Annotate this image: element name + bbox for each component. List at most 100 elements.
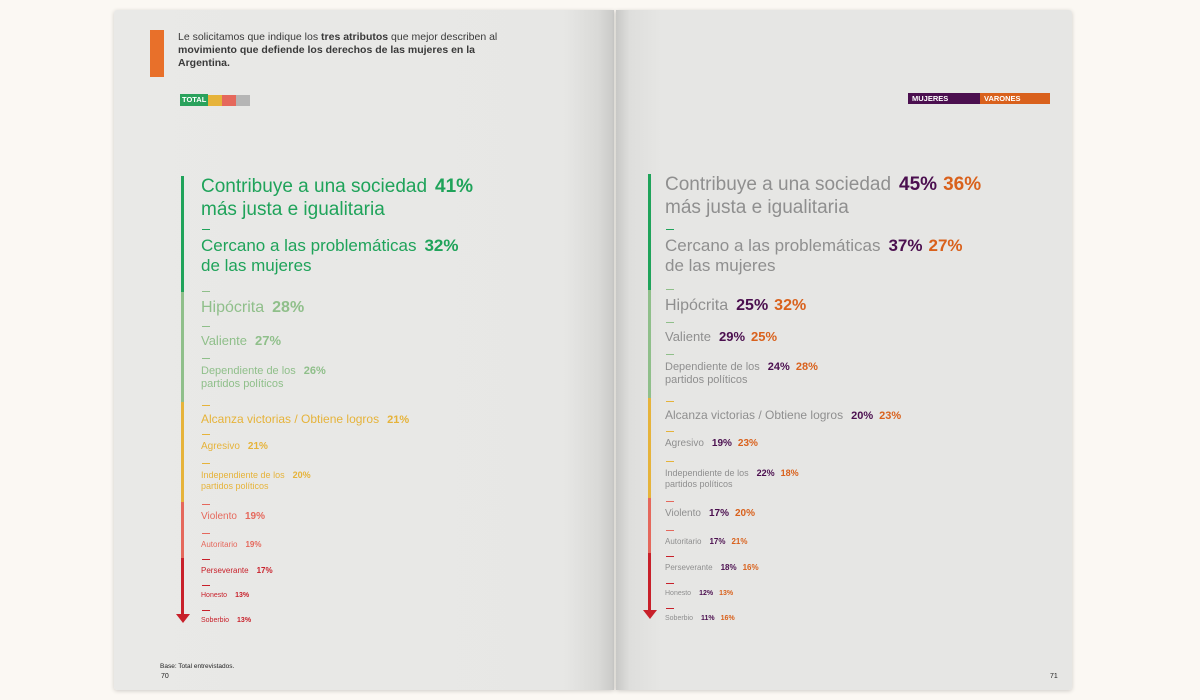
page-number-left: 70 <box>161 673 169 680</box>
attribute-percent-varones: 13% <box>719 590 734 597</box>
legend-swatch-yellow <box>208 94 223 106</box>
legend-swatch-red <box>222 94 237 106</box>
attribute-label: Perseverante <box>201 566 249 575</box>
attribute-row: Perseverante 17% <box>201 566 273 576</box>
legend-gender: MUJERES VARONES <box>908 93 1050 104</box>
attribute-label: Valiente <box>201 333 248 348</box>
attribute-percent-mujeres: 18% <box>720 563 737 572</box>
attribute-percent-total: 27% <box>255 333 282 348</box>
right-scale-segment <box>648 398 651 498</box>
attribute-label: Dependiente de los partidos políticos <box>201 365 296 391</box>
attribute-label: Cercano a las problemáticas de las mujer… <box>201 236 417 276</box>
attribute-row: Alcanza victorias / Obtiene logros 20% 23% <box>665 408 901 422</box>
attribute-percent-varones: 16% <box>720 615 735 622</box>
separator-dash <box>202 229 210 230</box>
attribute-percent-mujeres: 37% <box>888 236 923 255</box>
question-text: Le solicitamos que indique los tres atri… <box>178 31 498 69</box>
attribute-percent-mujeres: 25% <box>736 297 769 314</box>
attribute-label: Hipócrita <box>201 299 265 316</box>
attribute-row: Hipócrita 28% <box>201 298 304 317</box>
attribute-row: Honesto 12% 13% <box>665 590 733 598</box>
separator-dash <box>666 354 674 355</box>
right-scale-segment <box>648 290 651 398</box>
attribute-label: Violento <box>665 508 701 519</box>
legend-varones: VARONES <box>980 93 1050 104</box>
attribute-row: Dependiente de los partidos políticos 26% <box>201 365 326 391</box>
attribute-percent-total: 41% <box>435 176 474 197</box>
attribute-row: Autoritario 19% <box>201 540 261 550</box>
attribute-percent-varones: 28% <box>795 361 818 373</box>
separator-dash <box>666 501 674 502</box>
attribute-label: Agresivo <box>665 438 704 449</box>
attribute-percent-mujeres: 11% <box>701 615 715 622</box>
attribute-row: Violento 19% <box>201 511 265 523</box>
attribute-row: Agresivo 21% <box>201 441 268 453</box>
attribute-row: Valiente 27% <box>201 333 281 349</box>
attribute-percent-total: 21% <box>247 441 268 452</box>
attribute-percent-mujeres: 12% <box>699 590 714 597</box>
separator-dash <box>202 559 210 560</box>
attribute-label: Honesto <box>201 592 228 599</box>
attribute-row: Contribuye a una sociedad más justa e ig… <box>665 174 981 220</box>
left-down-arrow-icon <box>175 614 190 623</box>
attribute-percent-total: 19% <box>245 540 262 549</box>
attribute-row: Dependiente de los partidos políticos 24%… <box>665 361 818 387</box>
separator-dash <box>666 608 674 609</box>
separator-dash <box>666 556 674 557</box>
right-down-arrow-icon <box>642 610 657 619</box>
attribute-row: Perseverante 18% 16% <box>665 563 759 573</box>
page-number-right: 71 <box>1050 673 1058 680</box>
attribute-percent-total: 32% <box>424 236 459 255</box>
left-scale-segment <box>181 402 184 502</box>
attribute-row: Agresivo 19% 23% <box>665 438 758 450</box>
attribute-percent-varones: 21% <box>731 537 748 546</box>
attribute-label: Independiente de los partidos políticos <box>201 470 285 491</box>
attribute-row: Soberbio 11% 16% <box>665 615 735 623</box>
attribute-label: Perseverante <box>665 563 713 572</box>
attribute-percent-varones: 32% <box>774 297 807 314</box>
attribute-percent-total: 20% <box>292 470 311 480</box>
attribute-percent-mujeres: 17% <box>709 537 726 546</box>
separator-dash <box>666 431 674 432</box>
attribute-percent-total: 28% <box>272 299 305 316</box>
footnote: Base: Total entrevistados. <box>160 663 235 670</box>
attribute-label: Dependiente de los partidos políticos <box>665 361 760 387</box>
attribute-percent-varones: 27% <box>928 236 963 255</box>
separator-dash <box>666 322 674 323</box>
separator-dash <box>666 401 674 402</box>
attribute-label: Contribuye a una sociedad más justa e ig… <box>201 176 428 220</box>
attribute-percent-varones: 36% <box>943 174 982 195</box>
right-scale-segment <box>648 498 651 553</box>
legend-total: TOTAL <box>180 94 251 106</box>
attribute-label: Alcanza victorias / Obtiene logros <box>201 412 380 426</box>
attribute-percent-total: 26% <box>303 365 326 377</box>
attribute-percent-varones: 20% <box>734 508 755 519</box>
attribute-row: Alcanza victorias / Obtiene logros 21% <box>201 412 409 426</box>
right-scale-segment <box>648 553 651 612</box>
accent-bar <box>150 30 164 77</box>
attribute-percent-mujeres: 29% <box>719 329 746 344</box>
attribute-percent-varones: 25% <box>751 329 778 344</box>
right-page <box>616 10 1072 690</box>
attribute-percent-mujeres: 20% <box>851 410 874 422</box>
attribute-percent-varones: 23% <box>879 410 902 422</box>
attribute-row: Violento 17% 20% <box>665 508 755 520</box>
attribute-label: Agresivo <box>201 441 240 452</box>
attribute-label: Autoritario <box>201 540 238 549</box>
separator-dash <box>666 461 674 462</box>
attribute-label: Violento <box>201 511 237 522</box>
attribute-percent-mujeres: 22% <box>756 468 775 478</box>
separator-dash <box>202 291 210 292</box>
attribute-row: Independiente de los partidos políticos 2… <box>201 470 311 492</box>
attribute-label: Independiente de los partidos políticos <box>665 468 749 489</box>
attribute-percent-varones: 16% <box>742 563 759 572</box>
separator-dash <box>666 530 674 531</box>
attribute-label: Autoritario <box>665 537 702 546</box>
left-scale-segment <box>181 292 184 402</box>
attribute-percent-varones: 18% <box>780 468 799 478</box>
attribute-row: Cercano a las problemáticas de las mujer… <box>201 236 458 277</box>
attribute-label: Valiente <box>665 329 712 344</box>
attribute-row: Valiente 29% 25% <box>665 329 777 345</box>
separator-dash <box>202 434 210 435</box>
attribute-row: Independiente de los partidos políticos 2… <box>665 468 799 490</box>
